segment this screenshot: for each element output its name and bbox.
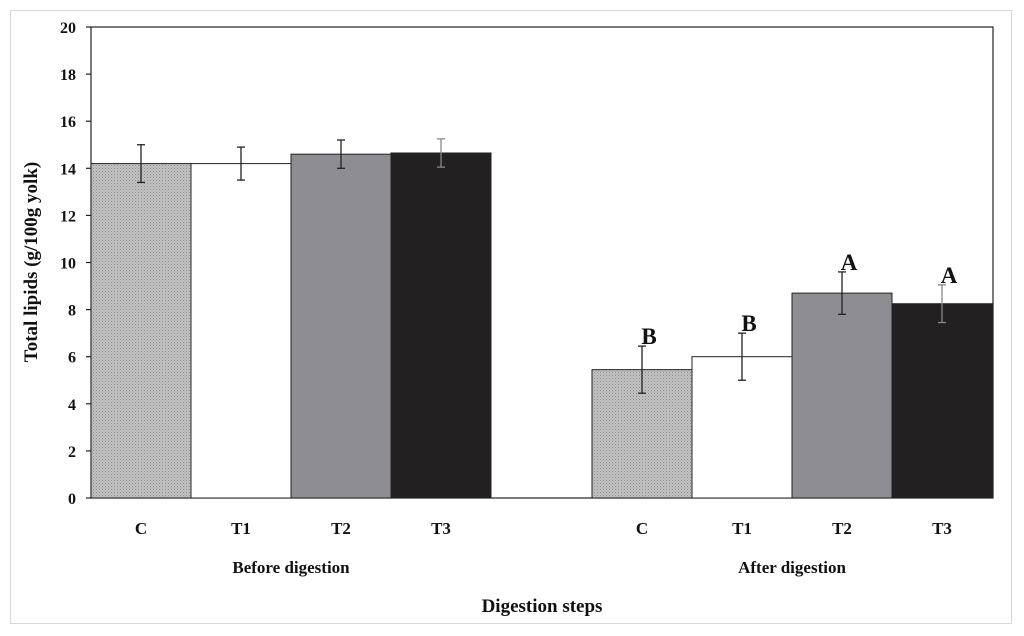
y-tick-label: 12 xyxy=(60,208,76,225)
y-tick-label: 18 xyxy=(60,67,76,84)
y-axis-title: Total lipids (g/100g yolk) xyxy=(21,162,42,362)
y-tick-label: 2 xyxy=(68,444,76,461)
significance-label: A xyxy=(841,250,858,275)
y-tick-label: 14 xyxy=(60,161,76,178)
bar-t2 xyxy=(290,153,392,499)
x-category-label: T2 xyxy=(331,519,351,538)
bar-t3 xyxy=(390,152,492,499)
significance-label: B xyxy=(641,324,656,349)
x-group-label: After digestion xyxy=(738,558,846,577)
x-category-label: T1 xyxy=(732,519,752,538)
y-tick-label: 10 xyxy=(60,256,76,273)
x-category-label: T1 xyxy=(231,519,251,538)
y-tick-label: 0 xyxy=(68,491,76,508)
significance-label: B xyxy=(741,311,756,336)
bar-t1 xyxy=(190,163,292,499)
y-tick-label: 16 xyxy=(60,114,76,131)
bar-t2 xyxy=(791,292,893,499)
x-group-label: Before digestion xyxy=(232,558,350,577)
x-category-label: C xyxy=(636,519,648,538)
x-category-label: C xyxy=(135,519,147,538)
bar-t3 xyxy=(891,303,993,499)
x-category-label: T3 xyxy=(431,519,451,538)
y-tick-label: 20 xyxy=(60,20,76,37)
x-axis-title: Digestion steps xyxy=(482,596,603,617)
x-category-label: T3 xyxy=(932,519,952,538)
bar-c xyxy=(90,163,192,499)
significance-label: A xyxy=(941,263,958,288)
chart-frame xyxy=(10,10,1012,624)
y-tick-label: 4 xyxy=(68,397,76,414)
y-tick-label: 8 xyxy=(68,303,76,320)
x-category-label: T2 xyxy=(832,519,852,538)
y-tick-label: 6 xyxy=(68,350,76,367)
